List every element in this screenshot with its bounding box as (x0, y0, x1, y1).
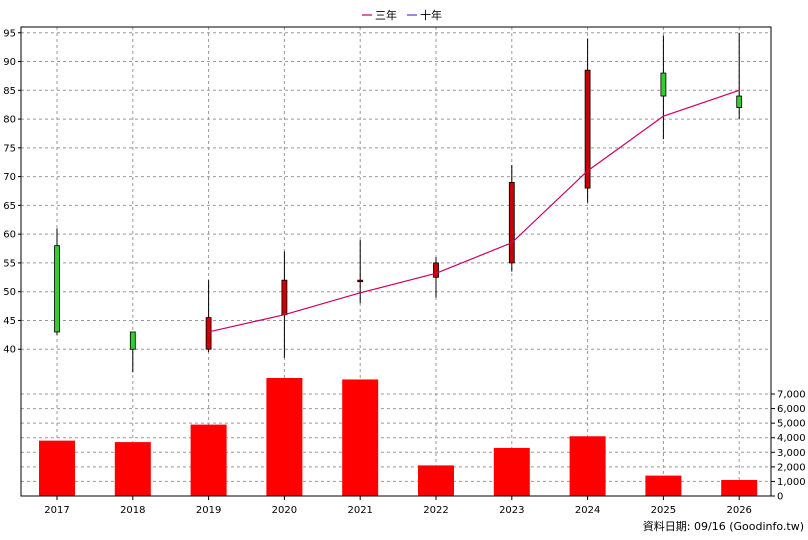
volume-bar (645, 475, 682, 496)
grid (21, 27, 771, 496)
x-tick-label: 2019 (196, 505, 221, 516)
volume-tick-label: 7,000 (777, 390, 806, 401)
price-tick-label: 55 (3, 258, 16, 269)
x-tick-label: 2023 (499, 505, 524, 516)
volume-tick-label: 4,000 (777, 433, 806, 444)
candle-body (508, 181, 515, 264)
volume-tick-label: 2,000 (777, 462, 806, 473)
price-tick-label: 65 (3, 201, 16, 212)
x-tick-label: 2020 (272, 505, 297, 516)
x-tick-label: 2021 (347, 505, 372, 516)
price-tick-label: 45 (3, 316, 16, 327)
volume-tick-label: 3,000 (777, 448, 806, 459)
candle-body (660, 72, 667, 97)
x-tick-label: 2026 (726, 505, 751, 516)
axes: 40 45 50 55 60 65 70 75 80 85 90 95 0 1,000 2,000 3,000… (3, 26, 806, 516)
average-lines (208, 89, 740, 333)
volume-bar (493, 447, 530, 496)
candle-body (357, 279, 364, 283)
candle-body (281, 279, 288, 316)
volume-bars (39, 378, 758, 496)
legend-label-ten-year: 十年 (420, 8, 442, 22)
volume-tick-label: 5,000 (777, 419, 806, 430)
x-tick-label: 2024 (575, 505, 600, 516)
price-tick-label: 60 (3, 230, 16, 241)
volume-bar (266, 378, 303, 496)
price-tick-label: 40 (3, 345, 16, 356)
candlesticks (54, 32, 743, 373)
data-date-footer: 資料日期: 09/16 (Goodinfo.tw) (642, 520, 804, 533)
candle-body (54, 245, 60, 333)
price-tick-label: 70 (3, 172, 16, 183)
price-tick-label: 95 (3, 28, 16, 39)
candle-body (433, 262, 439, 278)
candle-body (736, 95, 743, 108)
legend: 三年 十年 (362, 8, 442, 22)
price-tick-label: 80 (3, 115, 16, 126)
three-year-average-line (208, 89, 740, 333)
x-tick-label: 2018 (120, 505, 145, 516)
price-tick-label: 85 (3, 86, 16, 97)
volume-bar (190, 424, 227, 496)
volume-bar (114, 442, 151, 496)
plot-frame (20, 26, 772, 497)
x-tick-label: 2025 (651, 505, 676, 516)
volume-bar (39, 440, 75, 496)
volume-tick-label: 1,000 (777, 477, 806, 488)
price-tick-label: 50 (3, 287, 16, 298)
price-tick-label: 75 (3, 143, 16, 154)
volume-bar (418, 465, 454, 496)
volume-bar (721, 479, 758, 496)
price-tick-label: 90 (3, 57, 16, 68)
volume-bar (342, 379, 379, 496)
candle-body (584, 69, 591, 189)
volume-bar (569, 436, 606, 496)
candle-body (129, 331, 136, 350)
candle-body (205, 317, 212, 350)
x-tick-label: 2022 (423, 505, 448, 516)
volume-tick-label: 6,000 (777, 404, 806, 415)
legend-label-three-year: 三年 (375, 8, 397, 22)
x-tick-label: 2017 (44, 505, 69, 516)
volume-tick-label: 0 (777, 492, 783, 503)
